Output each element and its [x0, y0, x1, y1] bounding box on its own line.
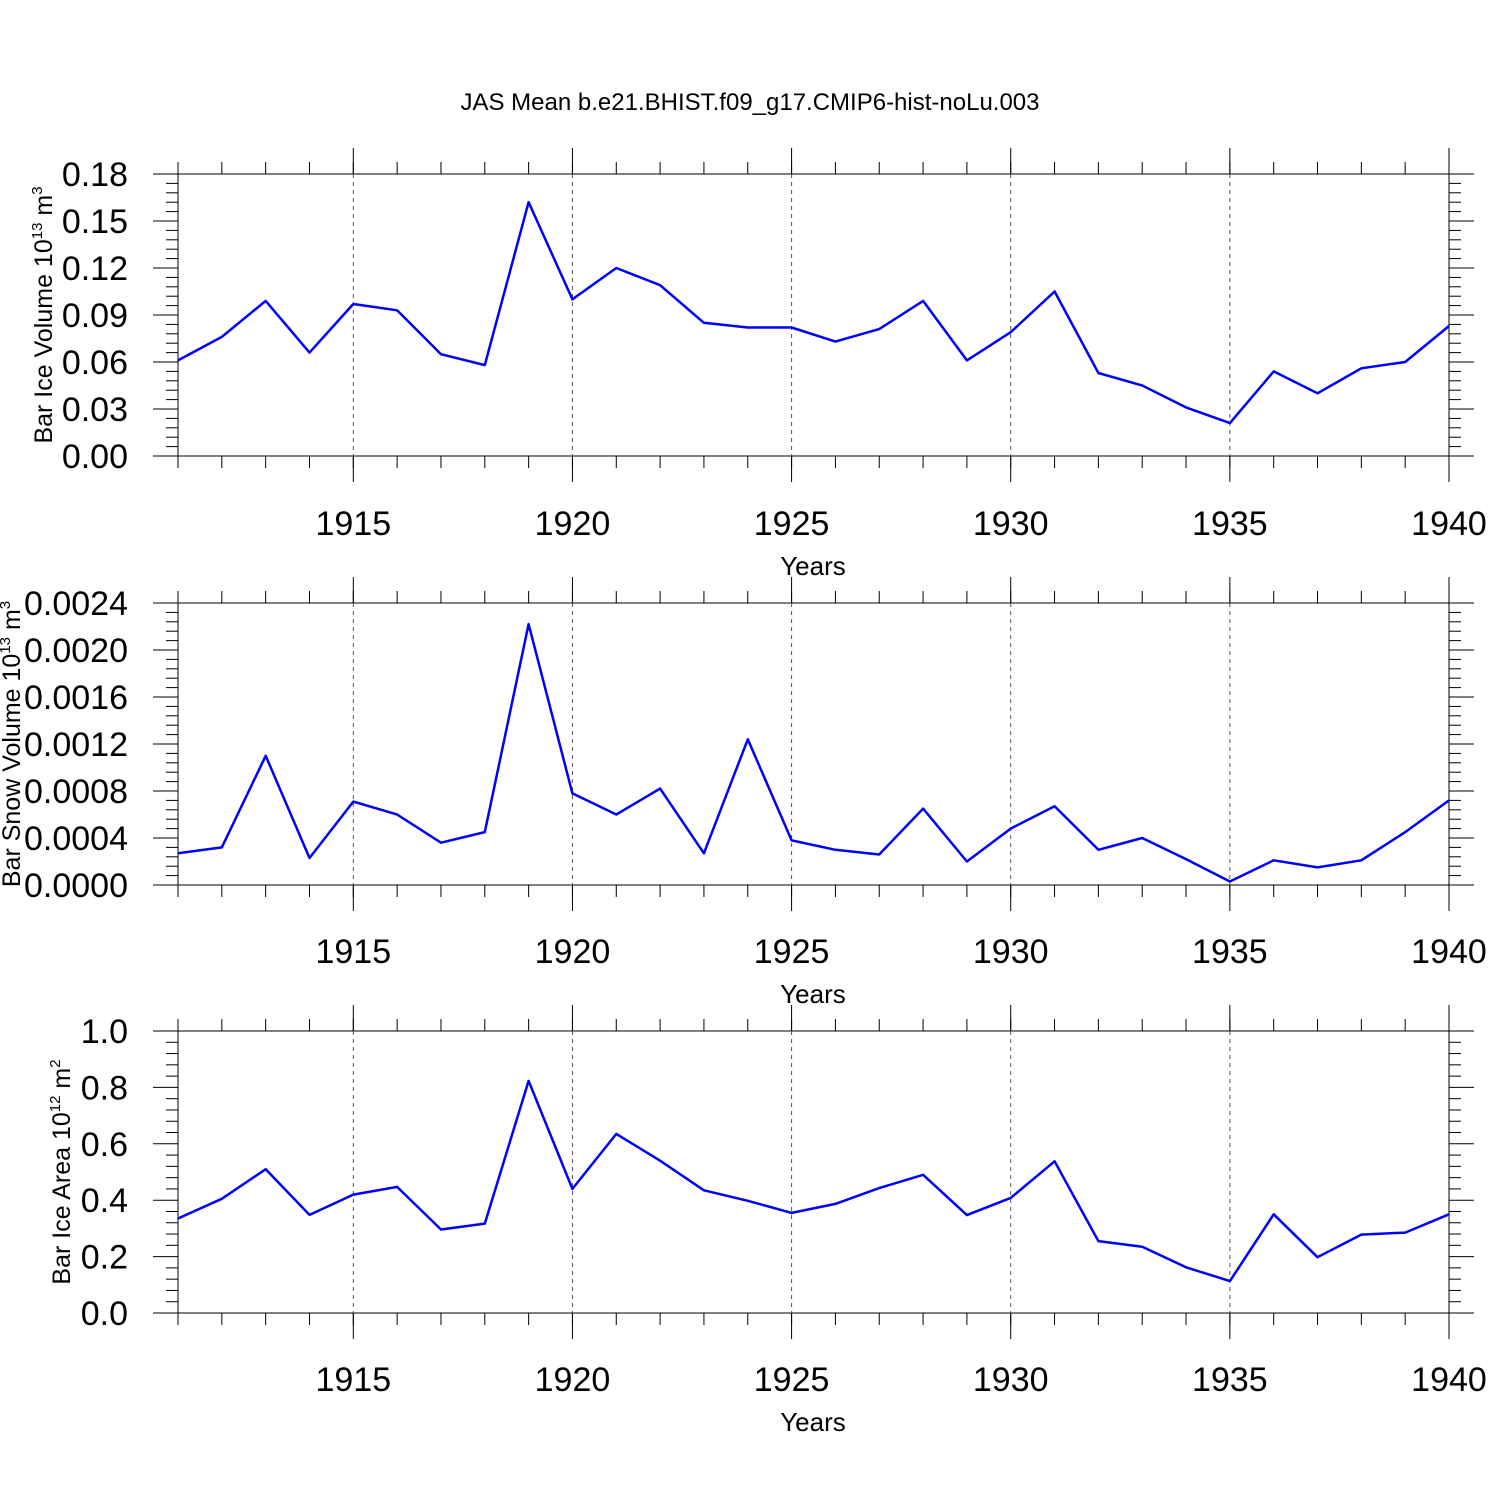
x-tick-label: 1920	[535, 933, 611, 971]
x-axis-title: Years	[780, 979, 846, 1009]
x-tick-label: 1925	[754, 933, 830, 971]
y-tick-label: 0.0004	[24, 820, 128, 858]
panel-3: 0.0 0.2 0.4 0.6 0.8 1.0 1915 1920 1925 1930 1935 19…	[47, 1005, 1487, 1437]
y-tick-label: 0.0000	[24, 867, 128, 905]
panels: 0.00 0.03 0.06 0.09 0.12 0.15 0.18 1915 1920 1925…	[0, 148, 1487, 1437]
x-tick-label: 1915	[315, 1361, 391, 1399]
panel-2: 0.0000 0.0004 0.0008 0.0012 0.0016 0.0020 0.00…	[0, 577, 1487, 1009]
y-tick-label: 0.6	[81, 1126, 128, 1164]
panel-1: 0.00 0.03 0.06 0.09 0.12 0.15 0.18 1915 1920 1925…	[29, 148, 1487, 581]
x-tick-label: 1925	[754, 1361, 830, 1399]
y-axis-title: Bar Ice Volume 1013 m3	[29, 186, 58, 443]
y-tick-label: 0.0024	[24, 585, 128, 623]
x-tick-label: 1940	[1411, 933, 1487, 971]
y-tick-label: 0.0016	[24, 679, 128, 717]
y-tick-label: 0.06	[62, 344, 128, 382]
y-tick-label: 0.15	[62, 203, 128, 241]
x-tick-label: 1940	[1411, 505, 1487, 543]
x-tick-label: 1920	[535, 1361, 611, 1399]
x-axis-title: Years	[780, 1407, 846, 1437]
series-line	[177, 200, 1450, 425]
x-tick-label: 1925	[754, 505, 830, 543]
y-tick-label: 0.18	[62, 156, 128, 194]
y-tick-label: 0.00	[62, 438, 128, 476]
x-tick-label: 1930	[973, 505, 1049, 543]
x-tick-label: 1930	[973, 933, 1049, 971]
x-tick-label: 1940	[1411, 1361, 1487, 1399]
y-tick-label: 0.4	[81, 1182, 128, 1220]
y-tick-label: 0.09	[62, 297, 128, 335]
x-axis-title: Years	[780, 551, 846, 581]
figure-title: JAS Mean b.e21.BHIST.f09_g17.CMIP6-hist-…	[461, 89, 1040, 116]
y-tick-label: 1.0	[81, 1013, 128, 1051]
x-tick-label: 1920	[535, 505, 611, 543]
y-axis-title: Bar Ice Area 1012 m2	[47, 1059, 76, 1284]
y-axis-title: Bar Snow Volume 1013 m3	[0, 601, 26, 887]
y-tick-label: 0.0012	[24, 726, 128, 764]
series-line	[177, 1079, 1450, 1283]
y-tick-label: 0.0008	[24, 773, 128, 811]
x-tick-label: 1935	[1192, 933, 1268, 971]
y-tick-label: 0.8	[81, 1069, 128, 1107]
x-tick-label: 1935	[1192, 505, 1268, 543]
series-line	[177, 622, 1450, 883]
y-tick-label: 0.12	[62, 250, 128, 288]
x-tick-label: 1930	[973, 1361, 1049, 1399]
y-tick-label: 0.0	[81, 1295, 128, 1333]
x-tick-label: 1915	[315, 505, 391, 543]
x-tick-label: 1915	[315, 933, 391, 971]
y-tick-label: 0.2	[81, 1239, 128, 1277]
y-tick-label: 0.03	[62, 391, 128, 429]
x-tick-label: 1935	[1192, 1361, 1268, 1399]
y-tick-label: 0.0020	[24, 632, 128, 670]
